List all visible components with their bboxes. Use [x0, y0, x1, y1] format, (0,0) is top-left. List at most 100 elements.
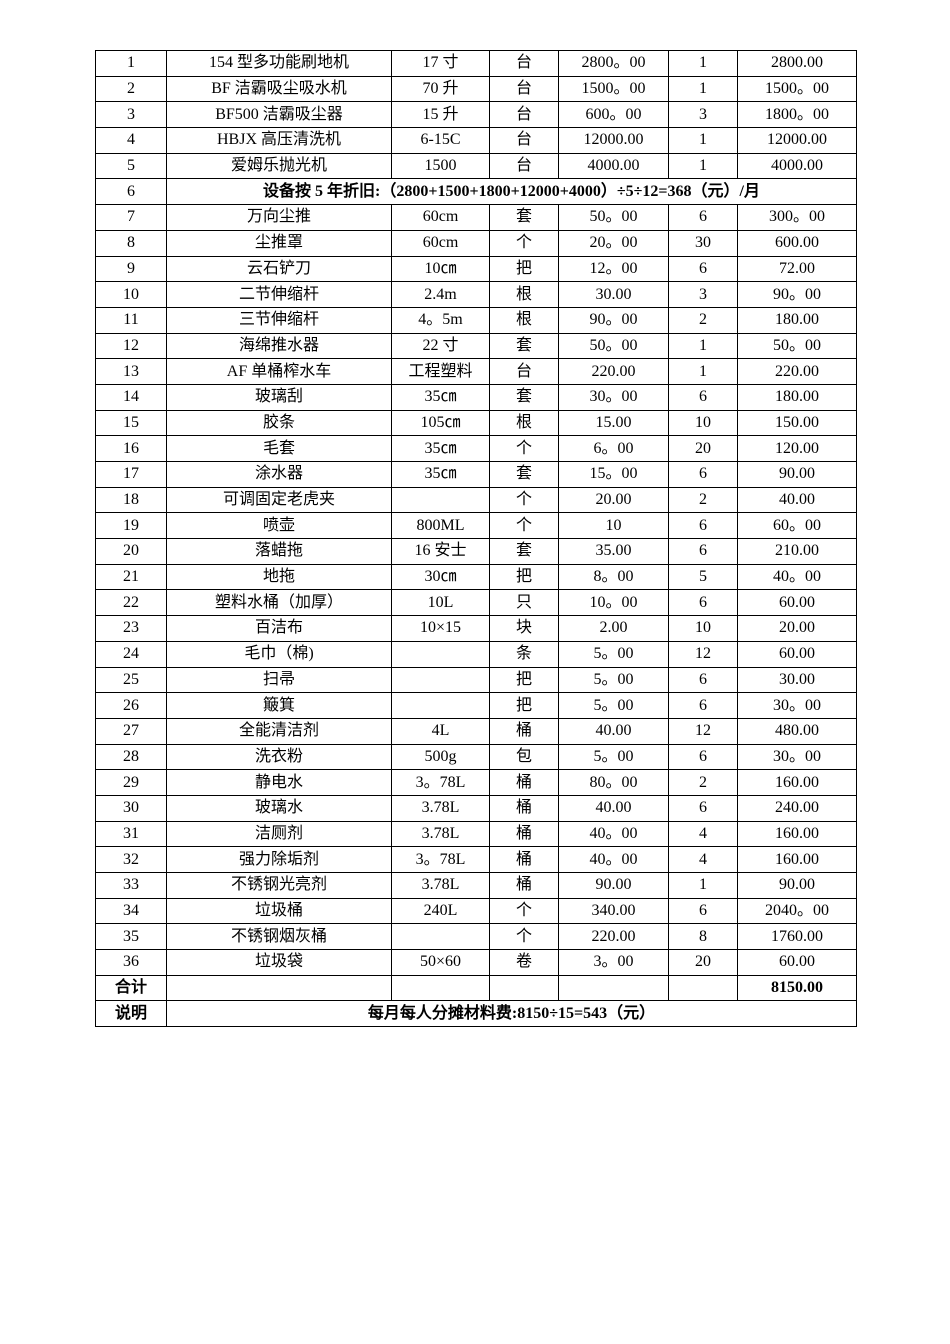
- spec: 800ML: [391, 512, 490, 540]
- row-number: 17: [95, 461, 167, 488]
- amount: 160.00: [737, 846, 857, 873]
- amount: 12000.00: [737, 127, 857, 154]
- unit: 桶: [489, 846, 559, 873]
- quantity: 6: [668, 692, 738, 719]
- item-name: 尘推罩: [166, 229, 392, 257]
- spec: 60cm: [391, 204, 490, 231]
- amount: 160.00: [737, 820, 857, 848]
- item-name: 静电水: [166, 769, 392, 796]
- spec: [391, 640, 490, 668]
- amount: 240.00: [737, 794, 857, 822]
- unit-price: 5。00: [558, 640, 669, 668]
- item-name: 百洁布: [166, 615, 392, 642]
- row-number: 27: [95, 717, 167, 745]
- table-row: 18 可调固定老虎夹 个 20.00 2 40.00: [95, 486, 857, 514]
- unit: 把: [489, 692, 559, 719]
- item-name: AF 单桶榨水车: [166, 358, 392, 385]
- item-name: 可调固定老虎夹: [166, 486, 392, 514]
- item-name: 全能清洁剂: [166, 717, 392, 745]
- item-name: 海绵推水器: [166, 332, 392, 360]
- spec: 10×15: [391, 615, 490, 642]
- item-name: 玻璃水: [166, 794, 392, 822]
- spec: 10㎝: [391, 255, 490, 283]
- table-row: 31 洁厕剂 3.78L 桶 40。00 4 160.00: [95, 820, 857, 848]
- unit: 台: [489, 75, 559, 103]
- quantity: 4: [668, 846, 738, 873]
- quantity: 20: [668, 949, 738, 976]
- quantity: 6: [668, 204, 738, 231]
- unit: 根: [489, 409, 559, 437]
- table-row: 13 AF 单桶榨水车 工程塑料台 220.00 1 220.00: [95, 358, 857, 385]
- amount: 30。00: [737, 692, 857, 719]
- unit-price: 340.00: [558, 897, 669, 925]
- quantity: 20: [668, 435, 738, 462]
- unit-price: 6。00: [558, 435, 669, 462]
- row-number: 23: [95, 615, 167, 642]
- quantity: 6: [668, 897, 738, 925]
- amount: 300。00: [737, 204, 857, 231]
- unit: 桶: [489, 872, 559, 899]
- table-row: 7 万向尘推 60cm 套 50。00 6 300。00: [95, 204, 857, 231]
- amount: 50。00: [737, 332, 857, 360]
- unit: 块: [489, 615, 559, 642]
- row-number: 10: [95, 281, 167, 308]
- row-number: 25: [95, 666, 167, 694]
- unit: 台: [489, 127, 559, 154]
- row-number: 18: [95, 486, 167, 514]
- unit-price: 12。00: [558, 255, 669, 283]
- item-name: HBJX 高压清洗机: [166, 127, 392, 154]
- item-name: 爱姆乐抛光机: [166, 152, 392, 180]
- spec: 16 安士: [391, 538, 490, 565]
- item-name: 落蜡拖: [166, 538, 392, 565]
- item-name: 万向尘推: [166, 204, 392, 231]
- unit: 根: [489, 281, 559, 308]
- item-name: BF 洁霸吸尘吸水机: [166, 75, 392, 103]
- unit-price: 2.00: [558, 615, 669, 642]
- item-name: 三节伸缩杆: [166, 306, 392, 334]
- item-name: 154 型多功能刷地机: [166, 50, 392, 77]
- row-number: 36: [95, 949, 167, 976]
- unit-price: 2800。00: [558, 50, 669, 77]
- spec: 70 升: [391, 75, 490, 103]
- quantity: 6: [668, 461, 738, 488]
- unit: 卷: [489, 949, 559, 976]
- table-row: 26 簸箕 把 5。00 6 30。00: [95, 692, 857, 719]
- spec: [391, 666, 490, 694]
- unit: 把: [489, 666, 559, 694]
- table-row: 1 154 型多功能刷地机 17 寸台 2800。00 1 2800.00: [95, 50, 857, 77]
- empty-cell: [668, 974, 738, 1002]
- spec: 30㎝: [391, 563, 490, 591]
- quantity: 1: [668, 872, 738, 899]
- total-row: 合计 8150.00: [95, 974, 857, 1002]
- item-name: 洁厕剂: [166, 820, 392, 848]
- unit-price: 4000.00: [558, 152, 669, 180]
- spec: 50×60: [391, 949, 490, 976]
- unit: 台: [489, 101, 559, 129]
- amount: 60.00: [737, 640, 857, 668]
- depreciation-note: 设备按 5 年折旧:（2800+1500+1800+12000+4000）÷5÷…: [166, 178, 857, 206]
- row-number: 28: [95, 743, 167, 771]
- table-row: 32 强力除垢剂 3。78L 桶 40。00 4 160.00: [95, 846, 857, 873]
- unit-price: 10。00: [558, 589, 669, 617]
- table-row: 25 扫帚 把 5。00 6 30.00: [95, 666, 857, 694]
- spec: [391, 692, 490, 719]
- quantity: 12: [668, 640, 738, 668]
- spec: 15 升: [391, 101, 490, 129]
- row-number: 26: [95, 692, 167, 719]
- unit-price: 30.00: [558, 281, 669, 308]
- quantity: 1: [668, 50, 738, 77]
- empty-cell: [391, 974, 490, 1002]
- unit-price: 50。00: [558, 204, 669, 231]
- table-row: 27 全能清洁剂 4L 桶 40.00 12 480.00: [95, 717, 857, 745]
- unit-price: 5。00: [558, 666, 669, 694]
- note-row: 说明 每月每人分摊材料费:8150÷15=543（元）: [95, 1000, 857, 1028]
- amount: 220.00: [737, 358, 857, 385]
- spec: 6-15C: [391, 127, 490, 154]
- empty-cell: [489, 974, 559, 1002]
- amount: 160.00: [737, 769, 857, 796]
- spec: 工程塑料: [391, 358, 490, 385]
- unit: 个: [489, 923, 559, 951]
- row-number: 9: [95, 255, 167, 283]
- table-row: 5 爱姆乐抛光机 1500 台 4000.00 1 4000.00: [95, 152, 857, 180]
